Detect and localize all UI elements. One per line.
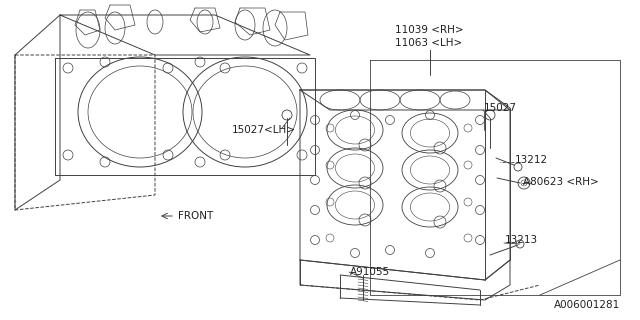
Text: 13212: 13212 bbox=[515, 155, 548, 165]
Text: FRONT: FRONT bbox=[178, 211, 213, 221]
Text: A006001281: A006001281 bbox=[554, 300, 620, 310]
Text: 15027: 15027 bbox=[484, 103, 517, 113]
Text: 11039 <RH>: 11039 <RH> bbox=[395, 25, 463, 35]
Text: A80623 <RH>: A80623 <RH> bbox=[523, 177, 599, 187]
Text: 11063 <LH>: 11063 <LH> bbox=[395, 38, 462, 48]
Text: 13213: 13213 bbox=[505, 235, 538, 245]
Text: 15027<LH>: 15027<LH> bbox=[232, 125, 296, 135]
Text: A91055: A91055 bbox=[350, 267, 390, 277]
